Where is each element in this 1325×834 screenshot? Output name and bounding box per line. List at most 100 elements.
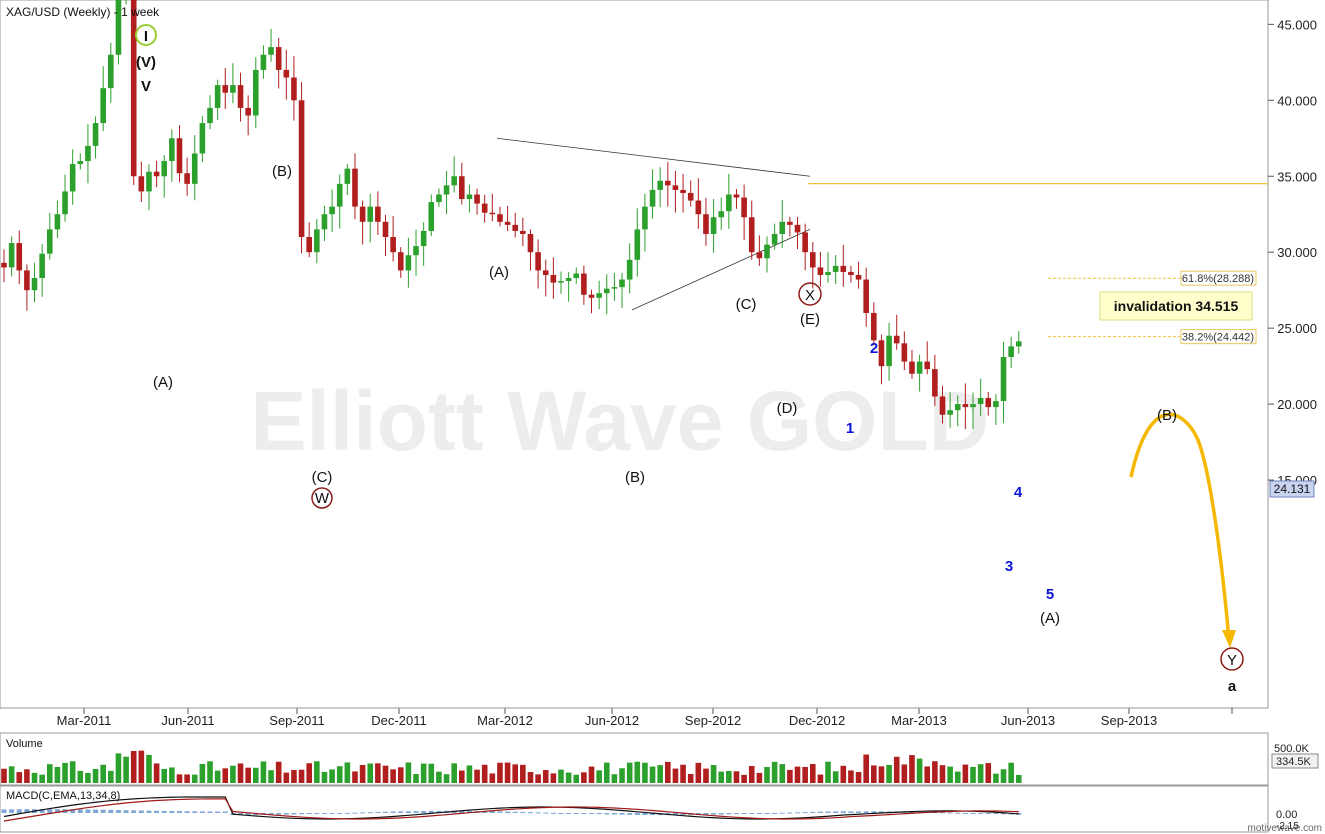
candle-body bbox=[497, 214, 503, 222]
volume-bar bbox=[993, 773, 999, 783]
candle-body bbox=[1000, 357, 1007, 402]
macd-histogram-bar bbox=[77, 809, 83, 813]
volume-axis-max: 500.0K bbox=[1274, 743, 1310, 755]
volume-bar bbox=[85, 772, 91, 783]
volume-bar bbox=[581, 772, 587, 783]
volume-bar bbox=[924, 766, 931, 783]
macd-histogram-bar bbox=[978, 813, 984, 814]
macd-histogram-bar bbox=[962, 812, 968, 814]
candle-body bbox=[901, 343, 908, 362]
candle-body bbox=[542, 270, 549, 275]
volume-bar bbox=[932, 761, 938, 783]
volume-bar bbox=[718, 771, 725, 783]
volume-bar bbox=[344, 762, 351, 783]
macd-histogram-bar bbox=[970, 813, 976, 814]
macd-histogram-bar bbox=[360, 812, 366, 814]
macd-histogram-bar bbox=[489, 811, 495, 813]
y-tick-label: 25.000 bbox=[1277, 321, 1317, 336]
macd-histogram-bar bbox=[993, 813, 999, 815]
fib-label: 61.8%(28.288) bbox=[1182, 273, 1254, 285]
macd-histogram-bar bbox=[337, 813, 343, 814]
volume-bar bbox=[405, 762, 412, 783]
macd-histogram-bar bbox=[650, 813, 656, 816]
macd-histogram-bar bbox=[627, 813, 633, 815]
volume-bar bbox=[252, 767, 259, 783]
candle-body bbox=[420, 230, 427, 247]
wave-label-a3: (A) bbox=[1040, 610, 1060, 627]
macd-histogram-bar bbox=[543, 812, 549, 814]
candle-body bbox=[794, 224, 801, 233]
candle-body bbox=[871, 312, 877, 341]
volume-bar bbox=[939, 765, 946, 783]
volume-bar bbox=[794, 766, 801, 783]
macd-histogram-bar bbox=[344, 812, 350, 814]
candle-body bbox=[8, 243, 15, 268]
invalidation-label: invalidation 34.515 bbox=[1114, 298, 1239, 314]
wave-label-v-paren: (V) bbox=[136, 54, 156, 71]
volume-bar bbox=[1008, 762, 1014, 783]
macd-histogram-bar bbox=[512, 811, 518, 813]
candle-body bbox=[1008, 346, 1014, 358]
macd-axis-current: -2.15 bbox=[1276, 821, 1299, 832]
volume-bar bbox=[962, 764, 969, 783]
macd-histogram-bar bbox=[299, 813, 305, 815]
volume-bar bbox=[115, 753, 122, 783]
candle-body bbox=[214, 85, 221, 108]
volume-bar bbox=[863, 754, 869, 783]
volume-bar bbox=[489, 773, 496, 783]
macd-histogram-bar bbox=[871, 811, 877, 813]
macd-label: MACD(C,EMA,13,34,8) bbox=[6, 790, 120, 802]
volume-bar bbox=[413, 773, 419, 783]
macd-histogram-bar bbox=[985, 813, 991, 814]
volume-bar bbox=[497, 762, 503, 783]
volume-bar bbox=[1000, 769, 1007, 783]
triangle-upper-trendline bbox=[496, 137, 811, 177]
macd-histogram-bar bbox=[398, 811, 404, 813]
volume-bar bbox=[878, 766, 885, 783]
volume-bar bbox=[428, 763, 435, 783]
candle-body bbox=[855, 274, 862, 280]
macd-histogram-bar bbox=[39, 809, 45, 813]
candle-body bbox=[275, 47, 282, 70]
candle-body bbox=[512, 224, 519, 231]
candle-body bbox=[298, 100, 305, 238]
candle-body bbox=[726, 194, 732, 212]
volume-bar bbox=[298, 769, 305, 783]
candle-body bbox=[382, 221, 389, 238]
volume-bar bbox=[527, 772, 534, 783]
volume-bar bbox=[901, 764, 908, 783]
macd-histogram-bar bbox=[703, 813, 709, 815]
wave-label-y: Y bbox=[1227, 652, 1237, 669]
macd-histogram-bar bbox=[863, 811, 869, 813]
macd-histogram-bar bbox=[589, 813, 595, 814]
candle-body bbox=[596, 293, 602, 298]
macd-histogram-bar bbox=[878, 811, 884, 813]
fib-label-box bbox=[1180, 270, 1257, 286]
volume-bar bbox=[275, 761, 282, 783]
candle-body bbox=[306, 237, 312, 253]
macd-histogram-bar bbox=[810, 811, 816, 813]
volume-bar bbox=[558, 769, 564, 783]
volume-bar bbox=[161, 768, 168, 783]
wave-label-a2: (A) bbox=[489, 264, 509, 281]
volume-bar bbox=[146, 754, 152, 783]
macd-histogram-bar bbox=[634, 813, 640, 815]
macd-histogram-bar bbox=[672, 813, 678, 816]
candle-body bbox=[459, 176, 465, 200]
macd-histogram-bar bbox=[466, 810, 472, 813]
macd-histogram-bar bbox=[825, 811, 831, 813]
y-tick-label: 40.000 bbox=[1277, 93, 1317, 108]
candle-body bbox=[848, 271, 854, 275]
candle-body bbox=[336, 183, 343, 207]
volume-bar bbox=[916, 758, 923, 783]
volume-bar bbox=[947, 766, 953, 783]
candle-body bbox=[443, 185, 450, 195]
macd-histogram-bar bbox=[54, 809, 60, 813]
volume-bar bbox=[459, 770, 465, 783]
invalidation-box bbox=[1099, 291, 1253, 321]
candle-body bbox=[85, 145, 91, 162]
candle-body bbox=[550, 274, 557, 283]
candle-body bbox=[642, 206, 648, 230]
volume-bar bbox=[802, 766, 808, 783]
volume-bar bbox=[977, 764, 984, 783]
